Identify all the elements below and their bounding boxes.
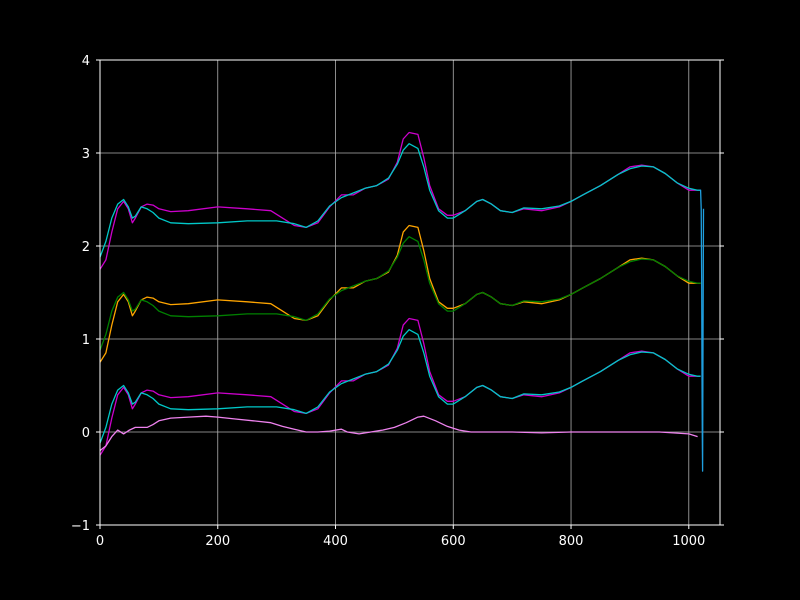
series-group xyxy=(99,131,705,472)
axis-ticks: 0 200 400 600 800 1000 −1 0 1 2 3 4 xyxy=(71,54,724,549)
x-tick-label: 400 xyxy=(323,534,348,549)
y-tick-label: 1 xyxy=(82,333,90,348)
series-line-6 xyxy=(99,415,698,452)
plot-frame xyxy=(99,59,721,526)
x-tick-label: 800 xyxy=(559,534,584,549)
x-tick-label: 200 xyxy=(205,534,230,549)
y-tick-label: 3 xyxy=(82,147,90,162)
x-tick-label: 1000 xyxy=(672,534,705,549)
series-line-5 xyxy=(99,329,701,444)
y-tick-label: −1 xyxy=(71,519,90,534)
series-line-1 xyxy=(99,143,701,258)
y-tick-label: 4 xyxy=(82,54,90,69)
y-tick-label: 2 xyxy=(82,240,90,255)
x-tick-label: 600 xyxy=(441,534,466,549)
x-tick-label: 0 xyxy=(96,534,104,549)
series-line-7 xyxy=(699,189,705,472)
series-line-3 xyxy=(99,236,701,351)
y-tick-label: 0 xyxy=(82,426,90,441)
